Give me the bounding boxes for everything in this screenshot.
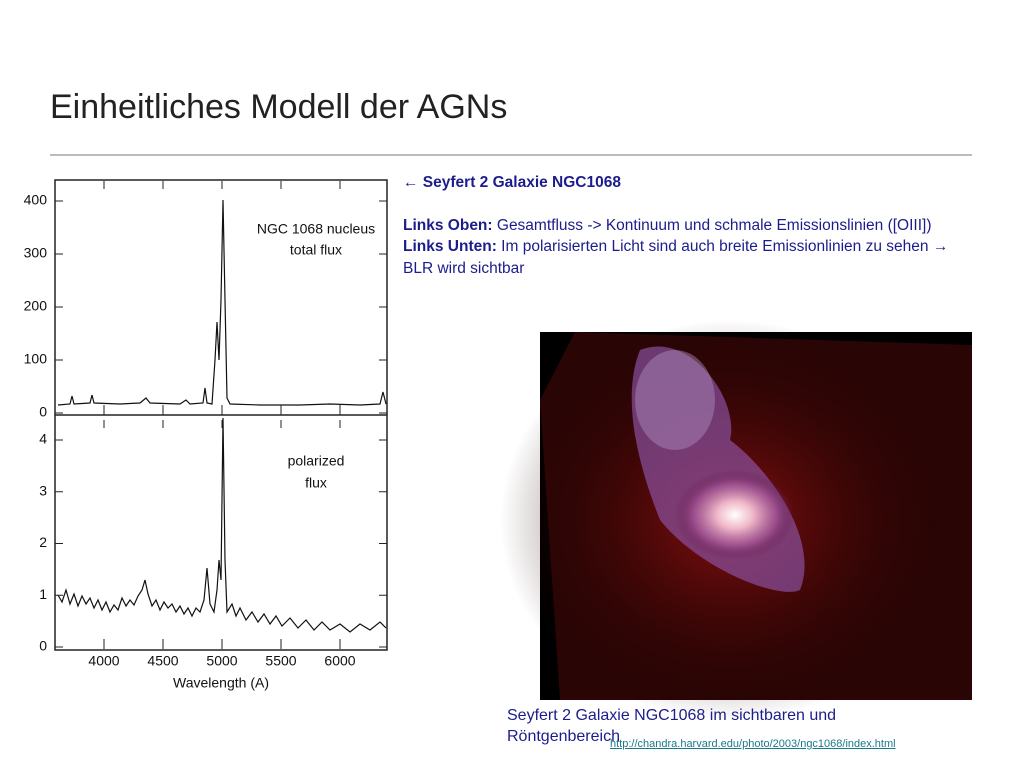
y-tick-label: 4	[39, 431, 47, 447]
x-tick-label: 4500	[147, 653, 178, 669]
x-tick-label: 4000	[88, 653, 119, 669]
spectrum-polarized	[57, 417, 387, 633]
source-link[interactable]: http://chandra.harvard.edu/photo/2003/ng…	[610, 738, 896, 750]
heading: ← Seyfert 2 Galaxie NGC1068	[403, 174, 621, 191]
y-tick-label: 0	[39, 638, 47, 654]
bold-label: Links Unten:	[403, 238, 497, 255]
title-rule	[50, 154, 972, 156]
y-tick-label: 100	[24, 351, 48, 367]
x-tick-label: 5500	[265, 653, 296, 669]
y-tick-label: 200	[24, 298, 48, 314]
x-axis-title: Wavelength (A)	[173, 675, 269, 691]
y-tick-label: 0	[39, 404, 47, 420]
paragraph-text: Im polarisierten Licht sind auch breite …	[403, 238, 949, 277]
y-tick-label: 3	[39, 482, 47, 498]
y-tick-label: 300	[24, 245, 48, 261]
bold-label: Links Oben:	[403, 216, 493, 234]
image-caption: Seyfert 2 Galaxie NGC1068 im sichtbaren …	[507, 707, 837, 745]
paragraph: Links Oben: Gesamtfluss -> Kontinuum und…	[403, 215, 973, 237]
panel-label: polarized	[288, 453, 345, 469]
galaxy-jet	[635, 350, 715, 450]
paragraph: Links Unten: Im polarisierten Licht sind…	[403, 236, 973, 279]
x-tick-label: 6000	[324, 653, 355, 669]
text-block: ← Seyfert 2 Galaxie NGC1068 Links Oben: …	[403, 172, 973, 279]
galaxy-core	[675, 470, 795, 560]
slide-title: Einheitliches Modell der AGNs	[50, 88, 508, 126]
panel-label: total flux	[290, 242, 342, 258]
panel-label: flux	[305, 475, 327, 491]
spectrum-total	[57, 199, 387, 406]
paragraph-text: Gesamtfluss -> Kontinuum und schmale Emi…	[492, 216, 932, 234]
panel-label: NGC 1068 nucleus	[257, 221, 375, 237]
y-tick-label: 400	[24, 192, 48, 208]
x-tick-label: 5000	[206, 653, 237, 669]
y-tick-label: 1	[39, 586, 47, 602]
y-tick-label: 2	[39, 534, 47, 550]
